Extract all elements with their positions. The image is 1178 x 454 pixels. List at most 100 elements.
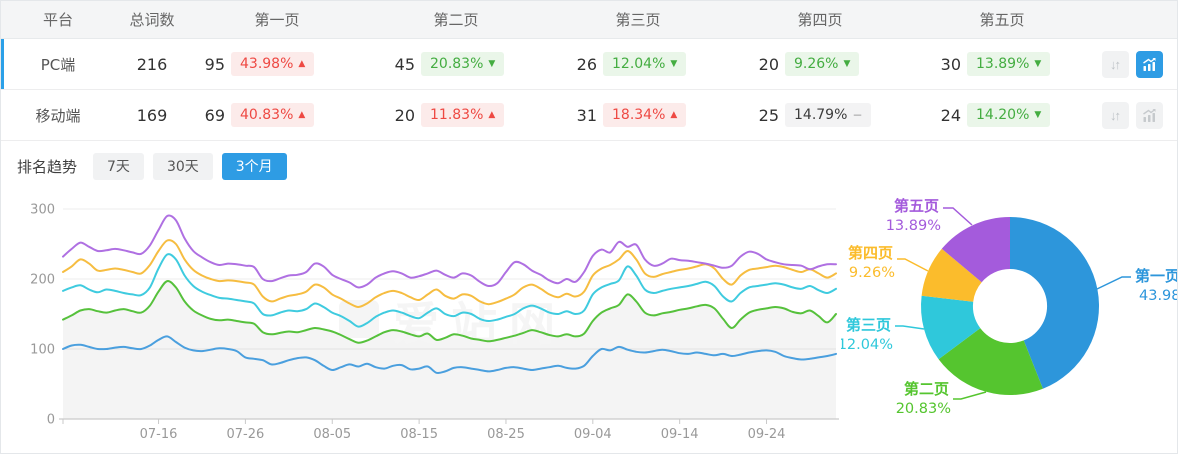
total-keywords-count: 169 bbox=[136, 105, 168, 125]
trend-title: 排名趋势 bbox=[17, 157, 78, 176]
slice-pct-第一页: 43.98% bbox=[1139, 288, 1178, 304]
table-row-pc[interactable]: PC端 216 95 43.98% ▲ 45 20.83% ▼ 26 12.04% ▼ 20 9.26%… bbox=[1, 39, 1177, 90]
trend-up-icon: ▲ bbox=[298, 109, 306, 120]
x-axis-label-09-04: 09-04 bbox=[574, 427, 612, 442]
x-axis-label-09-14: 09-14 bbox=[661, 427, 699, 442]
slice-pct-第四页: 9.26% bbox=[849, 265, 895, 281]
trend-chart-icon bbox=[1143, 57, 1156, 71]
donut-slice-第二页 bbox=[938, 328, 1043, 396]
pct-value: 18.34% bbox=[612, 107, 666, 123]
slice-label-第三页: 第三页 bbox=[846, 316, 891, 334]
x-axis-label-08-25: 08-25 bbox=[487, 427, 525, 442]
slice-label-第四页: 第四页 bbox=[848, 244, 893, 262]
page-count: 45 bbox=[394, 54, 415, 74]
col-header-7: 第五页 bbox=[979, 11, 1025, 29]
chart-button[interactable] bbox=[1136, 50, 1163, 78]
selected-row-indicator bbox=[1, 39, 4, 89]
page-count: 20 bbox=[758, 54, 779, 74]
pct-badge: 40.83% ▲ bbox=[231, 103, 315, 127]
label-leader-第一页 bbox=[1096, 276, 1131, 290]
rank-trend-line-chart: 0 100 200 300 爱站网 07-16 07-26 08-05 08-15 08-25 09… bbox=[30, 203, 839, 442]
platform-label: PC端 bbox=[40, 55, 76, 74]
x-axis-label-07-26: 07-26 bbox=[227, 427, 265, 442]
pct-value: 12.04% bbox=[612, 56, 666, 72]
pct-value: 20.83% bbox=[430, 56, 484, 72]
x-axis-label-09-24: 09-24 bbox=[748, 427, 786, 442]
sort-button[interactable]: ↓↑ bbox=[1102, 50, 1129, 78]
slice-label-第二页: 第二页 bbox=[904, 380, 949, 398]
pct-badge: 18.34% ▲ bbox=[603, 103, 687, 127]
pct-badge: 20.83% ▼ bbox=[421, 52, 505, 76]
page-count: 20 bbox=[394, 105, 415, 125]
page-2-cell: 20 11.83% ▲ bbox=[365, 103, 547, 127]
donut-slice-第五页 bbox=[941, 217, 1010, 283]
pct-badge: 12.04% ▼ bbox=[603, 52, 687, 76]
label-leader-第五页 bbox=[943, 207, 973, 226]
y-axis-label-0: 0 bbox=[47, 413, 55, 428]
pct-badge: 9.26% ▼ bbox=[785, 52, 860, 76]
label-leader-第四页 bbox=[897, 258, 929, 272]
platform-label: 移动端 bbox=[35, 106, 81, 125]
x-axis-label-08-15: 08-15 bbox=[400, 427, 438, 442]
page-count: 26 bbox=[576, 54, 597, 74]
page-1-cell: 95 43.98% ▲ bbox=[189, 52, 365, 76]
trend-line-第三页 bbox=[62, 253, 837, 328]
page-share-donut-chart: 第一页 43.98% 第二页 20.83% 第三页 12.04% 第四页 9.26% 第五页 13… bbox=[841, 197, 1178, 417]
chart-button[interactable] bbox=[1136, 101, 1163, 129]
trend-down-icon: ▼ bbox=[670, 58, 678, 69]
trend-down-icon: ▼ bbox=[488, 58, 496, 69]
row-actions: ↓↑ bbox=[1093, 101, 1177, 129]
page-count: 24 bbox=[940, 105, 961, 125]
pct-badge: 14.20% ▼ bbox=[967, 103, 1051, 127]
table-row-mobile[interactable]: 移动端 169 69 40.83% ▲ 20 11.83% ▲ 31 18.34% ▲ 25 14.79… bbox=[1, 90, 1177, 141]
tab-3个月[interactable]: 3个月 bbox=[221, 152, 287, 180]
label-leader-第三页 bbox=[895, 325, 925, 330]
slice-pct-第二页: 20.83% bbox=[896, 401, 951, 417]
trend-down-icon: ▼ bbox=[843, 58, 851, 69]
page-3-cell: 31 18.34% ▲ bbox=[547, 103, 729, 127]
col-header-1: 平台 bbox=[42, 11, 73, 29]
col-header-5: 第三页 bbox=[615, 11, 661, 29]
slice-label-第五页: 第五页 bbox=[894, 197, 939, 215]
trend-up-icon: ▲ bbox=[488, 109, 496, 120]
sort-button[interactable]: ↓↑ bbox=[1102, 101, 1129, 129]
col-header-4: 第二页 bbox=[433, 11, 479, 29]
pct-badge: 43.98% ▲ bbox=[231, 52, 315, 76]
rank-table: 平台 总词数 第一页 第二页 第三页 第四页 第五页 PC端 216 95 43.98% ▲ 45 20… bbox=[1, 1, 1177, 141]
pct-value: 13.89% bbox=[976, 56, 1030, 72]
pct-value: 43.98% bbox=[240, 56, 294, 72]
pct-value: 9.26% bbox=[794, 56, 839, 72]
tab-30天[interactable]: 30天 bbox=[152, 152, 213, 180]
page-1-cell: 69 40.83% ▲ bbox=[189, 103, 365, 127]
page-5-cell: 30 13.89% ▼ bbox=[911, 52, 1093, 76]
pct-badge: 11.83% ▲ bbox=[421, 103, 505, 127]
y-axis-label-200: 200 bbox=[30, 273, 55, 288]
trend-line-第一页 bbox=[62, 335, 837, 375]
table-header-row: 平台 总词数 第一页 第二页 第三页 第四页 第五页 bbox=[1, 1, 1177, 39]
table-body: PC端 216 95 43.98% ▲ 45 20.83% ▼ 26 12.04% ▼ 20 9.26%… bbox=[1, 39, 1177, 141]
donut-slice-第三页 bbox=[920, 295, 981, 360]
x-axis-label-08-05: 08-05 bbox=[313, 427, 351, 442]
page-5-cell: 24 14.20% ▼ bbox=[911, 103, 1093, 127]
col-header-3: 第一页 bbox=[254, 11, 300, 29]
page-count: 30 bbox=[940, 54, 961, 74]
pct-badge: 13.89% ▼ bbox=[967, 52, 1051, 76]
pct-value: 14.79% bbox=[794, 107, 848, 123]
slice-pct-第三页: 12.04% bbox=[841, 337, 893, 353]
label-leader-第二页 bbox=[953, 391, 987, 400]
trend-line-第二页 bbox=[62, 280, 837, 344]
pct-value: 40.83% bbox=[240, 107, 294, 123]
page-count: 69 bbox=[204, 105, 225, 125]
slice-pct-第五页: 13.89% bbox=[886, 218, 941, 234]
tab-7天[interactable]: 7天 bbox=[93, 152, 144, 180]
trend-flat-icon: − bbox=[852, 108, 863, 122]
watermark-logo bbox=[339, 300, 379, 338]
donut-slice-第一页 bbox=[1010, 217, 1100, 389]
page-4-cell: 25 14.79% − bbox=[729, 103, 911, 127]
row-actions: ↓↑ bbox=[1093, 50, 1177, 78]
page-count: 95 bbox=[204, 54, 225, 74]
trend-up-icon: ▲ bbox=[670, 109, 678, 120]
pct-badge: 14.79% − bbox=[785, 103, 872, 127]
trend-down-icon: ▼ bbox=[1034, 109, 1042, 120]
